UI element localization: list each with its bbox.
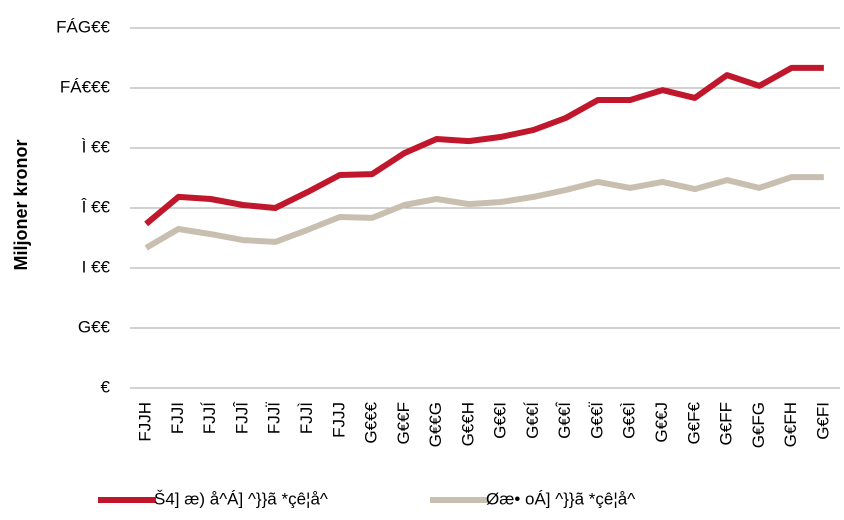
x-tick-label: FJJÏ [265,402,284,434]
x-tick-label: FJJÎ [232,401,251,434]
y-tick-label: FÁG€€ [56,17,110,36]
y-tick-label: I €€ [82,257,111,276]
x-tick-label: G€€Ï [587,402,606,439]
x-tick-label: G€€H [458,402,477,446]
y-tick-label: € [101,377,111,396]
y-axis-label: Miljoner kronor [11,139,31,270]
series-line [144,64,824,227]
x-tick-label: G€FH [781,402,800,447]
x-tick-label: FJJI [168,402,187,434]
x-tick-label: G€FI [813,402,832,440]
x-tick-label: G€FF [717,402,736,445]
series-line [144,174,824,251]
x-tick-label: G€FG [749,402,768,448]
x-tick-label: G€€Î [555,401,574,439]
legend-label: Š4] æ) å^Á] ^}}ã *çê¦å^ [154,489,328,508]
x-tick-label: FJJÍ [200,402,219,434]
x-tick-label: G€€€ [362,401,381,443]
x-tick-label: FJJJ [329,402,348,438]
y-tick-label: G€€ [78,317,111,336]
x-tick-label: G€€G [426,402,445,447]
x-tick-label: G€€I [491,402,510,439]
x-tick-label: G€€F [394,402,413,445]
y-tick-label: Ì €€ [82,137,111,156]
y-tick-label: FÁ€€€ [60,77,111,96]
x-tick-label: FJJH [136,402,155,442]
x-tick-label: FJJÌ [297,402,316,434]
x-tick-label: G€€J [652,402,671,443]
x-tick-label: G€€Í [523,402,542,439]
y-tick-label: Î €€ [81,197,111,216]
legend-label: Øæ• oÁ] ^}}ã *çê¦å^ [486,489,635,508]
x-tick-label: G€€Ì [620,402,639,439]
x-tick-label: G€F€ [684,401,703,444]
